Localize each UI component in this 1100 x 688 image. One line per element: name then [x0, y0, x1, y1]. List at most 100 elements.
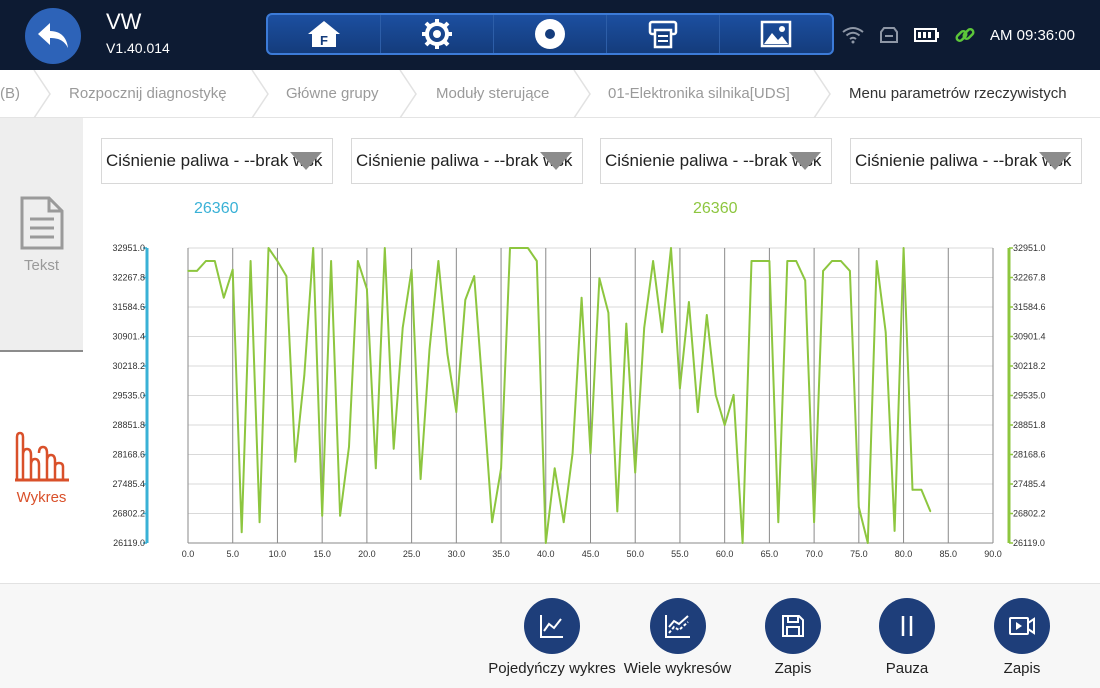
tab-chart-label: Wykres: [16, 489, 67, 506]
parameter-select-4[interactable]: Ciśnienie paliwa - --brak wsk: [850, 138, 1082, 184]
data-point: [697, 411, 699, 413]
right-y-tick-label: 28168.6: [1013, 450, 1046, 460]
data-point: [455, 411, 458, 413]
breadcrumb-item-start-diagnostics[interactable]: Rozpocznij diagnostykę: [69, 85, 227, 102]
gallery-button[interactable]: [720, 15, 832, 53]
data-point: [670, 247, 672, 249]
data-point: [571, 452, 574, 454]
data-point: [258, 521, 261, 524]
breadcrumb-item-engine-electronics[interactable]: 01-Elektronika silnika[UDS]: [608, 85, 790, 102]
chart-wave-icon: [14, 431, 69, 482]
data-point: [804, 279, 806, 282]
video-record-button[interactable]: Zapis: [994, 598, 1050, 677]
breadcrumb-chevron: [251, 70, 269, 118]
left-y-tick-label: 30901.4: [112, 332, 145, 342]
data-point: [339, 514, 341, 517]
clock: AM 09:36:00: [989, 26, 1075, 44]
status-area: AM 09:36:00: [842, 0, 1100, 70]
multi-chart-button[interactable]: Wiele wykresów: [620, 598, 735, 677]
x-tick-label: 60.0: [716, 549, 734, 559]
parameter-select-value: Ciśnienie paliwa - --brak wsk: [855, 151, 1072, 170]
left-value-readout: 26360: [194, 200, 239, 217]
data-point: [759, 260, 762, 262]
data-point: [840, 260, 842, 262]
breadcrumb-chevron: [573, 70, 591, 118]
tab-text-view[interactable]: Tekst: [0, 118, 83, 352]
settings-button[interactable]: [381, 15, 494, 53]
data-point: [321, 514, 323, 517]
breadcrumb-item-b[interactable]: (B): [0, 85, 20, 102]
right-value-readout: 26360: [693, 200, 738, 217]
right-y-tick-label: 30218.2: [1013, 361, 1046, 371]
line-chart: 26119.0 26119.0 26802.2 26802.2 27485.4 27485…: [112, 243, 1046, 559]
left-y-tick-label: 26802.2: [112, 509, 145, 519]
top-nav-group: F: [266, 13, 834, 55]
right-y-tick-label: 26119.0: [1013, 538, 1045, 548]
dropdown-triangle-icon: [290, 152, 322, 170]
video-record-icon: [1009, 617, 1035, 635]
single-chart-label: Pojedyńczy wykres: [488, 660, 616, 677]
dropdown-triangle-icon: [789, 152, 821, 170]
data-point: [920, 489, 923, 491]
data-point: [589, 452, 592, 454]
data-point: [732, 394, 735, 396]
parameter-select-value: Ciśnienie paliwa - --brak wsk: [605, 151, 822, 170]
data-point: [312, 247, 315, 249]
data-point: [482, 396, 484, 398]
back-arrow-icon: [38, 23, 68, 48]
single-chart-button[interactable]: Pojedyńczy wykres: [486, 598, 618, 677]
x-tick-label: 25.0: [403, 549, 421, 559]
data-point: [911, 489, 914, 491]
multi-chart-icon: [664, 615, 690, 638]
x-tick-label: 20.0: [358, 549, 376, 559]
x-tick-label: 70.0: [805, 549, 823, 559]
back-button[interactable]: [25, 8, 81, 64]
breadcrumb-item-live-data-menu: Menu parametrów rzeczywistych: [849, 85, 1067, 102]
right-y-tick-label: 26802.2: [1013, 509, 1046, 519]
x-tick-label: 5.0: [226, 549, 239, 559]
dropdown-triangle-icon: [1039, 152, 1071, 170]
record-button[interactable]: [494, 15, 607, 53]
link-icon: [954, 24, 976, 46]
parameter-select-1[interactable]: Ciśnienie paliwa - --brak wsk: [101, 138, 333, 184]
save-button[interactable]: Zapis: [765, 598, 821, 677]
pause-button-circle: [879, 598, 935, 654]
data-point: [509, 247, 511, 249]
data-point: [544, 542, 547, 544]
parameter-select-2[interactable]: Ciśnienie paliwa - --brak wsk: [351, 138, 583, 184]
pause-icon: [901, 616, 913, 636]
pause-label: Pauza: [885, 660, 929, 677]
left-y-tick-label: 32951.0: [112, 243, 145, 253]
right-y-tick-label: 32951.0: [1013, 243, 1046, 253]
parameter-select-3[interactable]: Ciśnienie paliwa - --brak wsk: [600, 138, 832, 184]
data-point: [205, 260, 207, 262]
data-point: [634, 471, 637, 474]
data-point: [705, 314, 708, 316]
data-point: [849, 270, 851, 272]
data-point: [813, 521, 815, 524]
printer-icon: [648, 20, 678, 49]
vci-connector-icon: [878, 26, 900, 44]
breadcrumb-item-control-modules[interactable]: Moduły sterujące: [436, 85, 550, 102]
data-point: [500, 467, 502, 470]
data-point: [536, 260, 538, 262]
x-tick-label: 0.0: [182, 549, 195, 559]
data-point: [661, 331, 663, 334]
record-icon: [535, 19, 565, 49]
version-label: V1.40.014: [106, 40, 170, 56]
chart-panel: Ciśnienie paliwa - --brak wsk Ciśnienie …: [83, 118, 1100, 583]
data-point: [366, 288, 368, 290]
data-point: [679, 387, 681, 390]
pause-button[interactable]: Pauza: [879, 598, 935, 677]
x-tick-label: 50.0: [626, 549, 644, 559]
breadcrumb-item-main-groups[interactable]: Główne grupy: [286, 85, 379, 102]
parameter-select-value: Ciśnienie paliwa - --brak wsk: [356, 151, 573, 170]
video-record-button-circle: [994, 598, 1050, 654]
data-point: [249, 260, 252, 262]
home-button[interactable]: F: [268, 15, 381, 53]
print-button[interactable]: [607, 15, 720, 53]
data-point: [866, 542, 869, 544]
left-y-tick-label: 31584.6: [112, 302, 145, 312]
x-tick-label: 85.0: [940, 549, 958, 559]
tab-chart-view[interactable]: Wykres: [0, 352, 83, 583]
